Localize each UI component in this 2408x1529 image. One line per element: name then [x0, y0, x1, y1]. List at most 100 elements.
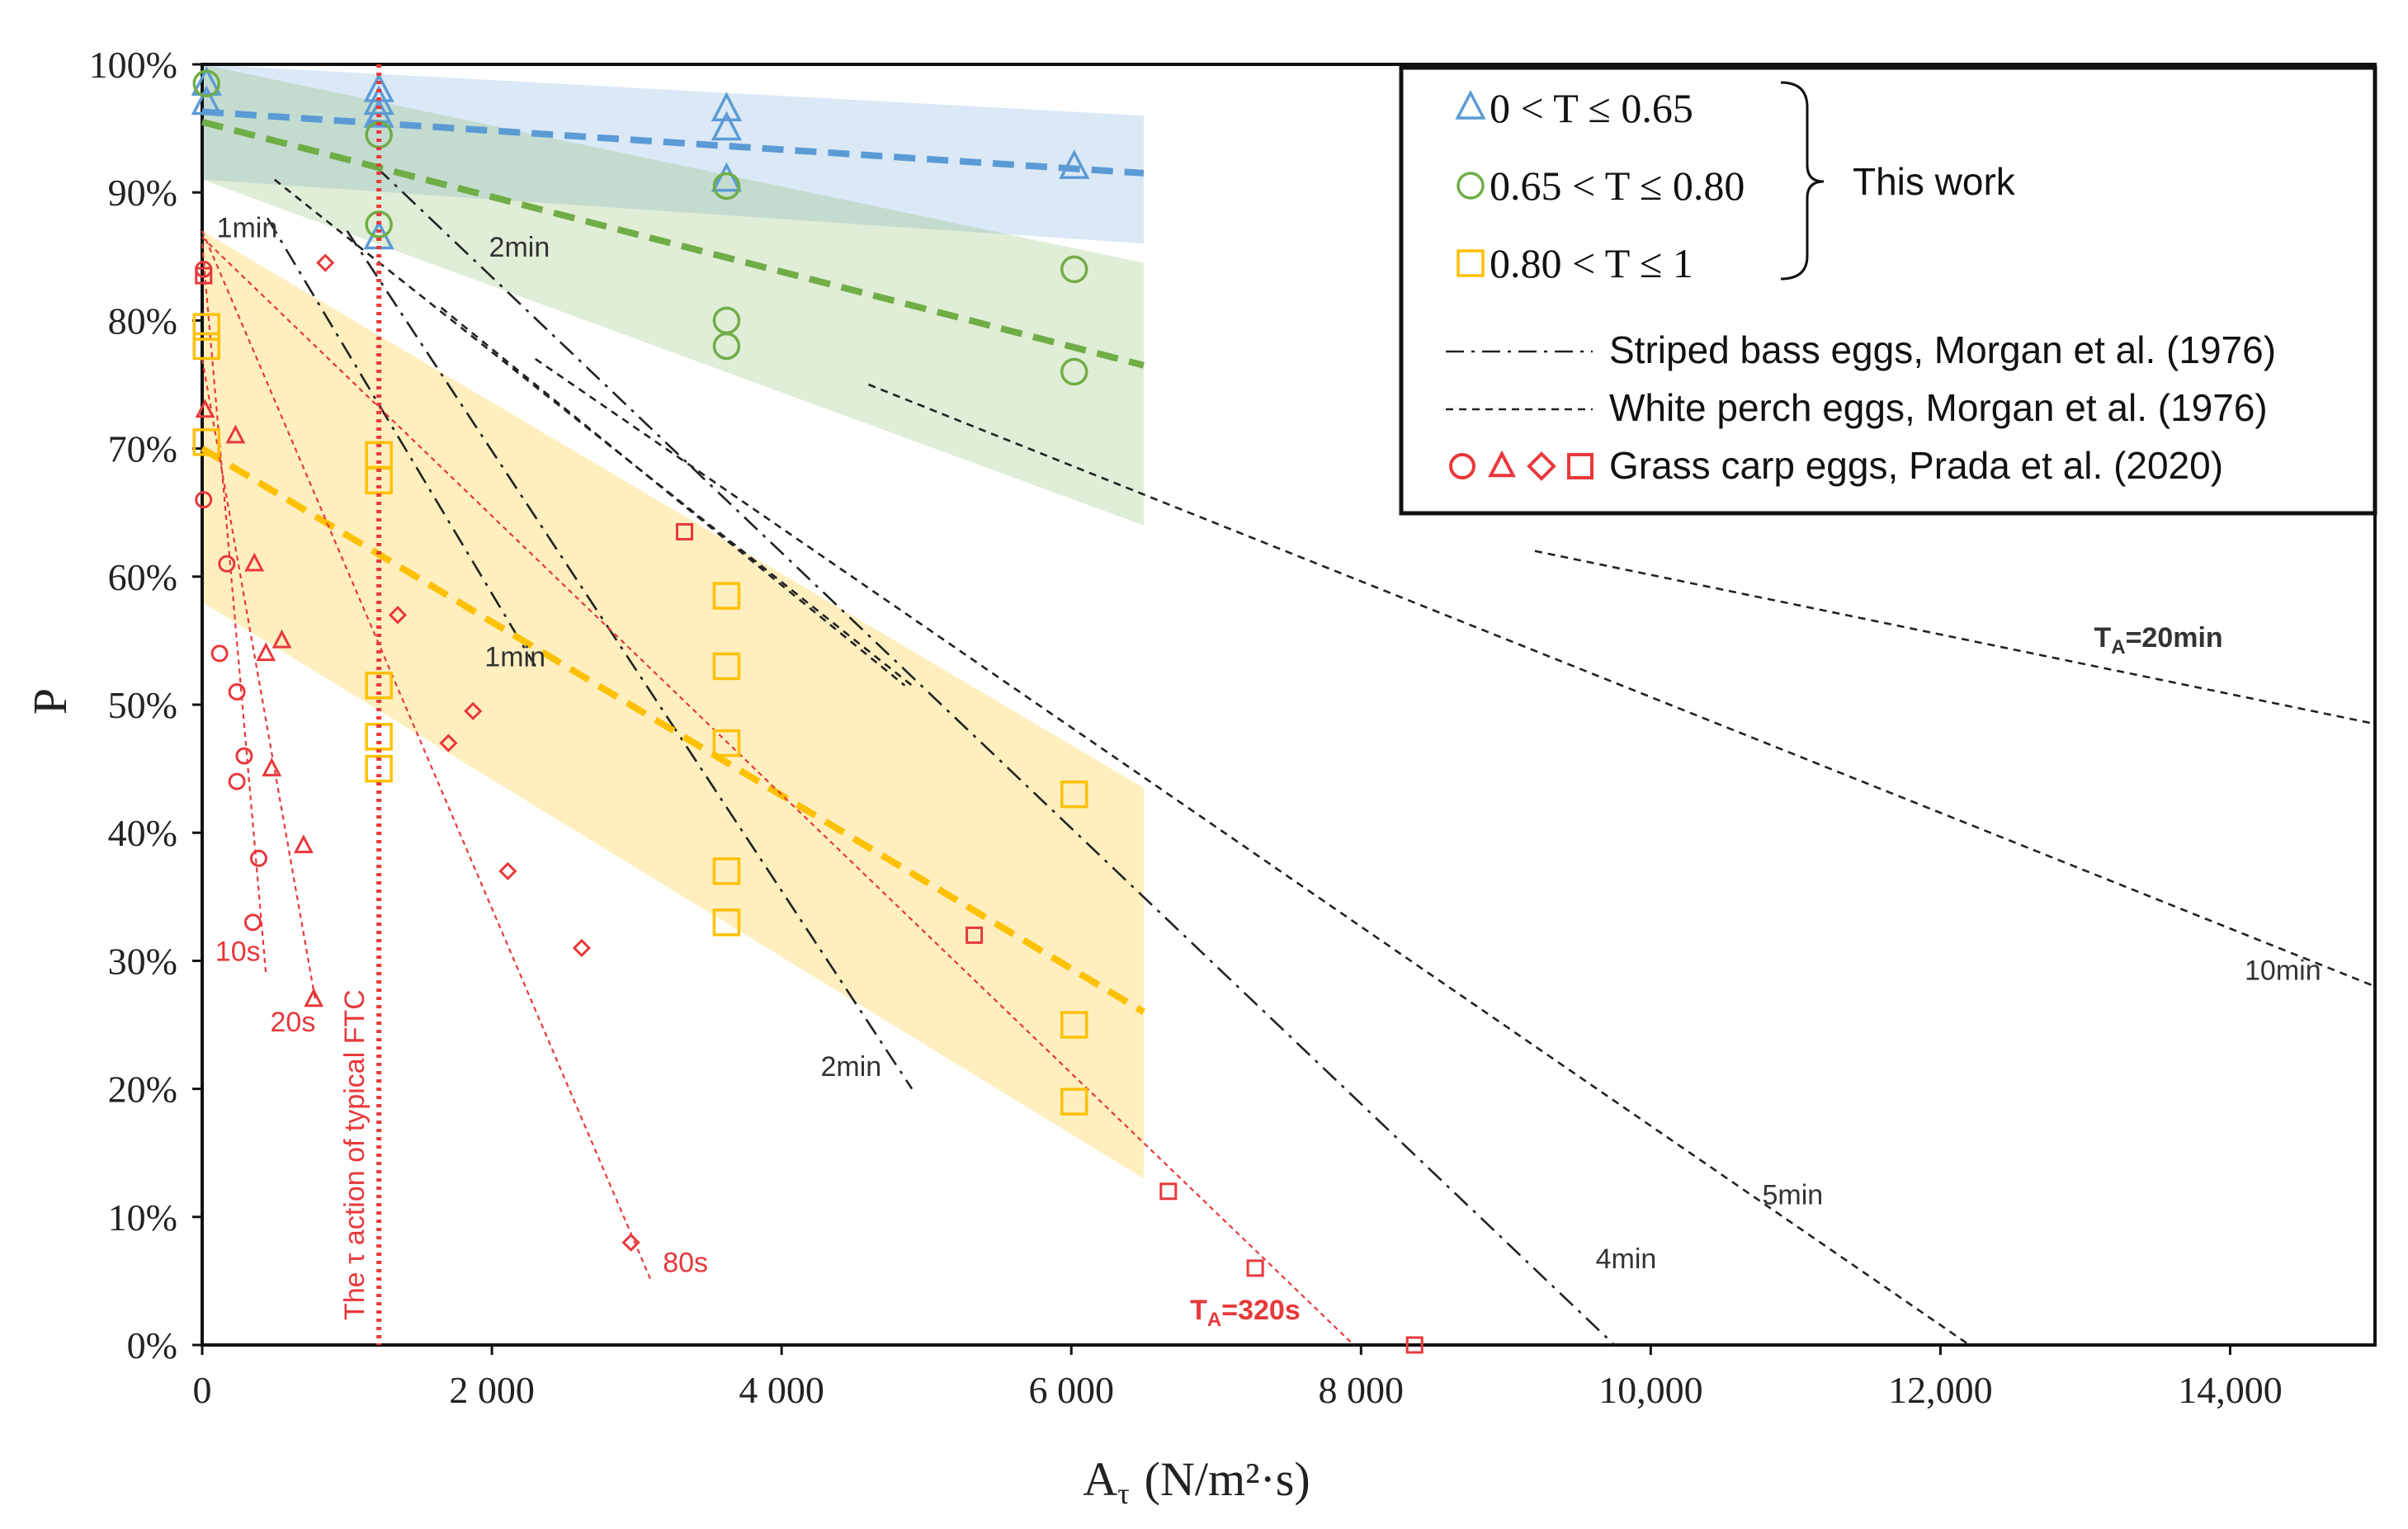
grass-carp-point — [195, 491, 213, 509]
x-axis-title-sub: τ — [1117, 1477, 1129, 1510]
data-point — [192, 69, 221, 98]
grass-carp-point — [966, 926, 984, 944]
reference-lines — [266, 166, 2376, 1347]
data-point — [712, 582, 741, 610]
data-point — [192, 428, 221, 456]
fit-line — [201, 118, 1145, 369]
ta-label: TA=320s — [1190, 1295, 1301, 1331]
data-point — [1060, 780, 1088, 809]
grass-carp-point — [271, 629, 292, 649]
grass-carp-point — [293, 834, 314, 853]
x-tick-label: 4 000 — [739, 1369, 824, 1411]
legend-symbols — [1446, 89, 1594, 481]
grass-carp-point — [498, 861, 517, 880]
annotation-label: 1min — [217, 213, 278, 244]
legend-brace — [1780, 81, 1825, 281]
grass-carp-point — [244, 552, 265, 572]
data-point — [712, 908, 741, 937]
data-point — [192, 313, 221, 341]
legend-symbol-red-triangle — [1488, 450, 1516, 478]
y-tick-label: 70% — [108, 428, 177, 470]
x-axis-title-main: A — [1083, 1452, 1117, 1506]
y-axis-title: P — [23, 688, 77, 715]
data-point — [712, 729, 741, 757]
band-yellow — [202, 230, 1144, 1179]
annotation-label: 10min — [2245, 956, 2321, 987]
legend-symbol-red-diamond — [1527, 451, 1556, 481]
grass-carp-point — [235, 747, 253, 765]
striped-bass-4min — [375, 166, 1616, 1346]
data-point — [1060, 255, 1088, 284]
grass-carp-point — [304, 988, 324, 1008]
legend-symbol-red-circle — [1449, 453, 1475, 479]
legend-label: Striped bass eggs, Morgan et al. (1976) — [1609, 328, 2276, 371]
x-tick-label: 12,000 — [1888, 1369, 1993, 1411]
legend-label: 0.80 < T ≤ 1 — [1490, 240, 1693, 286]
x-tick-label: 6 000 — [1028, 1369, 1114, 1411]
data-point — [363, 85, 394, 116]
grass-carp-point — [218, 554, 236, 573]
legend-box — [1399, 65, 2377, 516]
grass-carp-point — [195, 399, 215, 418]
y-tick-label: 0% — [127, 1324, 177, 1366]
legend-symbol-triangle — [1455, 89, 1486, 120]
white-perch-20min — [1534, 550, 2376, 725]
data-point — [1060, 357, 1088, 386]
legend-symbol-red-square — [1567, 453, 1594, 479]
striped-bass-1min — [266, 217, 536, 668]
annotation-label: 80s — [663, 1248, 708, 1279]
legend-label: Grass carp eggs, Prada et al. (2020) — [1609, 444, 2223, 487]
grass-carp-point — [1159, 1182, 1178, 1201]
plot-frame — [192, 63, 2377, 1355]
striped-bass-2min — [346, 230, 914, 1090]
grass-carp-point — [262, 757, 282, 776]
legend-label: 0.65 < T ≤ 0.80 — [1490, 163, 1745, 209]
ftc-marker: The τ action of typical FTC — [339, 64, 382, 1345]
data-point — [711, 162, 743, 192]
legend: 0 < T ≤ 0.65 0.65 < T ≤ 0.80 0.80 < T ≤ … — [1399, 65, 2377, 516]
y-tick-label: 50% — [108, 684, 177, 726]
annotation-label: 2min — [821, 1051, 882, 1083]
data-point — [191, 66, 222, 96]
grass-carp-point — [316, 253, 335, 272]
data-point — [711, 111, 743, 141]
data-point — [192, 332, 221, 361]
legend-label: White perch eggs, Morgan et al. (1976) — [1609, 386, 2268, 429]
data-point — [1060, 1088, 1088, 1116]
y-tick-label: 80% — [108, 300, 177, 342]
ta-value: =320s — [1221, 1295, 1301, 1326]
this-work-points — [191, 66, 1090, 1116]
data-point — [712, 172, 741, 201]
data-point — [712, 332, 741, 361]
white-perch-10min — [867, 383, 2376, 988]
fit-line — [200, 446, 1146, 1015]
y-tick-label: 40% — [108, 812, 177, 854]
data-point — [711, 92, 743, 122]
band-blue — [202, 64, 1144, 244]
x-axis-title-units: (N/m²·s) — [1145, 1452, 1310, 1506]
grass-carp-point — [256, 642, 276, 662]
annotation-label: 4min — [1596, 1243, 1657, 1275]
ta-sub: A — [1207, 1309, 1221, 1331]
grass-carp-point — [225, 424, 246, 444]
y-tick-label: 100% — [89, 44, 177, 86]
data-point — [365, 754, 393, 783]
data-point — [365, 210, 393, 238]
data-point — [712, 857, 741, 885]
x-tick-label: 10,000 — [1598, 1369, 1703, 1411]
y-tick-label: 90% — [108, 172, 177, 214]
grass-carp-series — [195, 230, 1424, 1354]
fit-lines — [200, 108, 1146, 1015]
legend-brace-label: This work — [1853, 160, 2016, 203]
annotation-label: 1min — [484, 641, 545, 672]
x-tick-label: 2 000 — [449, 1369, 535, 1411]
data-point — [365, 466, 393, 495]
x-tick-label: 0 — [193, 1369, 212, 1411]
grass-carp-point — [464, 701, 483, 720]
y-tick-label: 30% — [108, 940, 177, 982]
x-tick-label: 8 000 — [1319, 1369, 1405, 1411]
x-axis-title: Aτ (N/m²·s) — [1083, 1452, 1310, 1510]
data-point — [191, 85, 222, 116]
y-tick-label: 60% — [108, 556, 177, 598]
